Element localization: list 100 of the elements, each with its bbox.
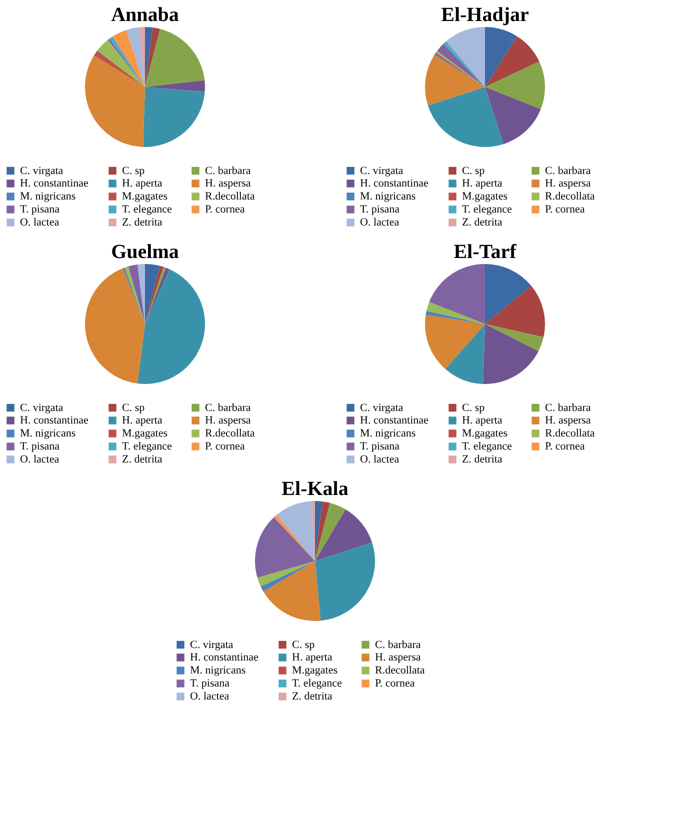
- pie-slice: [143, 87, 205, 147]
- pie-slice: [263, 561, 321, 621]
- pie-slice: [437, 44, 485, 87]
- legend-label: C. barbara: [205, 402, 251, 414]
- legend-label: P. cornea: [545, 440, 585, 452]
- legend-label: T. elegance: [122, 204, 172, 216]
- legend-label: T. pisana: [20, 204, 60, 216]
- legend-label: P. cornea: [545, 204, 585, 216]
- legend-label: M.gagates: [462, 190, 508, 202]
- legend-label: C. barbara: [545, 402, 591, 414]
- legend-label: R.decollata: [205, 190, 255, 202]
- pie-slice: [145, 264, 160, 324]
- pie-slice: [145, 28, 205, 87]
- legend-label: Z. detrita: [122, 216, 162, 228]
- legend-label: H. aspersa: [205, 178, 251, 190]
- legend-label: H. constantinae: [360, 178, 429, 190]
- legend-label: M. nigricans: [20, 190, 76, 202]
- pie-slice: [257, 561, 315, 587]
- legend-label: M. nigricans: [360, 190, 416, 202]
- pie-slice: [485, 286, 545, 338]
- pie-slice: [315, 542, 375, 621]
- legend-label: H. aperta: [292, 652, 332, 664]
- pie-slice: [315, 509, 372, 561]
- legend-label: O. lactea: [20, 454, 60, 466]
- pie-slice: [145, 27, 153, 87]
- chart-title: Guelma: [111, 241, 179, 263]
- pie-slice: [137, 269, 205, 384]
- pie-slice: [97, 40, 145, 87]
- pie-slice: [145, 27, 160, 87]
- pie-slice: [446, 27, 485, 87]
- legend-label: C. sp: [462, 402, 486, 414]
- legend-label: H. aspersa: [545, 414, 591, 426]
- pie-slice: [445, 324, 485, 384]
- legend-label: Z. detrita: [462, 216, 502, 228]
- chart-title: El-Kala: [282, 478, 348, 500]
- legend-label: C. virgata: [360, 164, 404, 177]
- pie-slice: [255, 517, 315, 578]
- pie-slice: [429, 264, 485, 324]
- pie-slice: [428, 87, 504, 147]
- legend-label: O. lactea: [360, 454, 400, 466]
- legend-label: H. aperta: [462, 178, 502, 190]
- legend-label: C. barbara: [205, 164, 251, 177]
- pie-slice: [425, 314, 485, 370]
- legend-label: H. constantinae: [190, 652, 259, 664]
- legend-label: R.decollata: [205, 428, 255, 440]
- pie-slice: [274, 514, 315, 561]
- legend-label: M.gagates: [122, 190, 168, 202]
- legend-label: H. constantinae: [20, 414, 89, 426]
- pie-slice: [94, 50, 145, 87]
- pie-slice: [128, 264, 145, 324]
- legend-label: T. pisana: [360, 204, 400, 216]
- legend-label: C. virgata: [190, 638, 234, 651]
- legend-label: M. nigricans: [360, 428, 416, 440]
- legend-label: P. cornea: [375, 678, 415, 690]
- chart-title: Annaba: [111, 4, 179, 26]
- legend-label: R.decollata: [375, 664, 425, 676]
- pie-slice: [426, 310, 485, 324]
- pie-slice: [85, 268, 145, 384]
- legend-label: M. nigricans: [190, 664, 246, 676]
- legend-label: C. virgata: [20, 164, 64, 177]
- legend-label: O. lactea: [190, 690, 230, 702]
- pie-slice: [112, 30, 145, 87]
- pie-slice: [260, 561, 315, 592]
- legend-label: H. aperta: [462, 414, 502, 426]
- legend-label: P. cornea: [205, 204, 245, 216]
- legend-label: T. elegance: [122, 440, 172, 452]
- legend-label: C. sp: [292, 638, 316, 651]
- legend-label: O. lactea: [20, 216, 60, 228]
- legend-label: R.decollata: [545, 428, 595, 440]
- pie-slice: [485, 264, 532, 324]
- legend-label: H. aperta: [122, 178, 162, 190]
- legend-label: O. lactea: [360, 216, 400, 228]
- legend-label: M.gagates: [462, 428, 508, 440]
- pie-slice: [276, 501, 315, 561]
- legend-label: P. cornea: [205, 440, 245, 452]
- pie-slice: [485, 27, 518, 87]
- legend-label: H. aspersa: [375, 652, 421, 664]
- legend-label: T. elegance: [462, 204, 512, 216]
- legend-label: T. elegance: [292, 678, 342, 690]
- pie-slice: [137, 264, 145, 324]
- legend-label: R.decollata: [545, 190, 595, 202]
- legend-label: Z. detrita: [122, 454, 162, 466]
- pie-slice: [145, 80, 205, 92]
- pie-slice: [425, 54, 485, 106]
- legend-label: H. aperta: [122, 414, 162, 426]
- legend-label: C. barbara: [375, 638, 421, 651]
- legend-label: C. sp: [122, 402, 146, 414]
- pie-slice: [483, 324, 538, 384]
- pie-slice: [315, 502, 346, 561]
- legend-label: M.gagates: [292, 664, 338, 676]
- legend-label: T. pisana: [190, 678, 230, 690]
- legend-label: H. aspersa: [205, 414, 251, 426]
- legend-label: M.gagates: [122, 428, 168, 440]
- legend-label: C. sp: [122, 164, 146, 177]
- legend-label: T. pisana: [20, 440, 60, 452]
- legend-label: Z. detrita: [292, 690, 332, 702]
- legend-label: T. pisana: [360, 440, 400, 452]
- legend-label: C. virgata: [20, 402, 64, 414]
- pie-slice: [485, 61, 545, 110]
- pie-slice: [485, 324, 544, 352]
